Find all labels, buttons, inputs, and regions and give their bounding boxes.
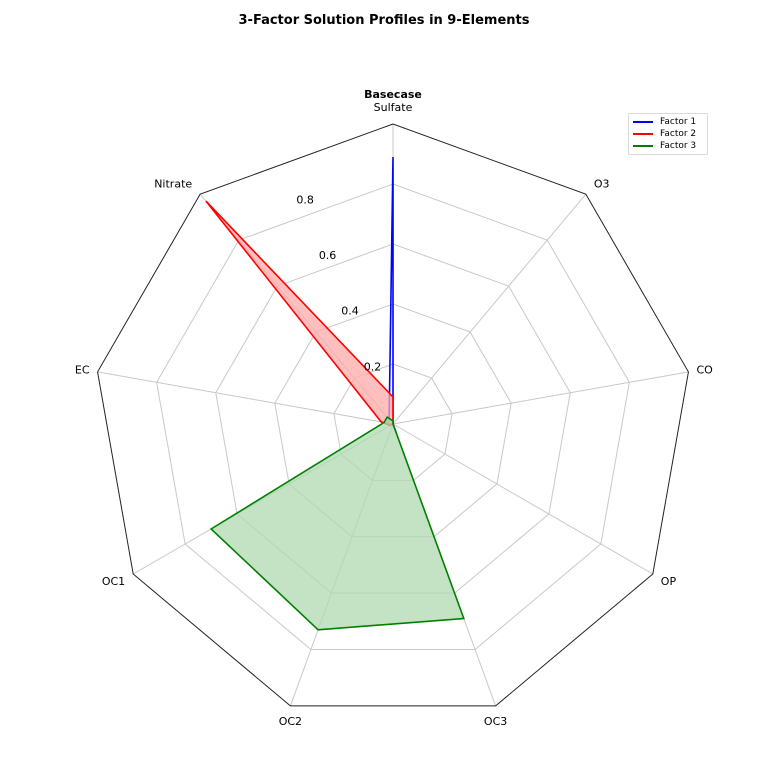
legend-item-factor-2: Factor 2 bbox=[633, 128, 703, 140]
axis-label-co: CO bbox=[696, 363, 713, 376]
outer-frame bbox=[97, 123, 689, 707]
legend-swatch-icon bbox=[633, 145, 653, 147]
series-2-polygon bbox=[205, 200, 394, 427]
chart-subtitle: Basecase bbox=[364, 88, 422, 101]
grid-spoke bbox=[97, 371, 394, 425]
r-tick-label: 0.2 bbox=[364, 360, 382, 373]
legend-label: Factor 2 bbox=[660, 129, 697, 139]
tick-labels: 0.2 0.4 0.6 0.8 bbox=[296, 193, 381, 373]
axis-label-op: OP bbox=[661, 575, 677, 588]
grid-spoke bbox=[392, 423, 654, 575]
legend-label: Factor 3 bbox=[660, 141, 697, 151]
axis-label-nitrate: Nitrate bbox=[154, 177, 192, 190]
legend-label: Factor 1 bbox=[660, 117, 697, 127]
axis-label-o3: O3 bbox=[594, 177, 610, 190]
axis-label-oc2: OC2 bbox=[279, 715, 302, 728]
grid-spoke bbox=[392, 371, 689, 425]
grid-spoke bbox=[392, 193, 587, 425]
legend-item-factor-1: Factor 1 bbox=[633, 116, 703, 128]
axis-labels: Sulfate Nitrate EC OC1 OC2 OC3 OP CO O3 bbox=[75, 101, 713, 728]
legend-swatch-icon bbox=[633, 121, 653, 123]
radar-series bbox=[205, 156, 465, 631]
grid-ring bbox=[156, 183, 630, 651]
series-3-polygon bbox=[209, 415, 465, 631]
r-tick-label: 0.8 bbox=[296, 193, 314, 206]
axis-label-sulfate: Sulfate bbox=[374, 101, 413, 114]
legend-item-factor-3: Factor 3 bbox=[633, 140, 703, 152]
legend: Factor 1 Factor 2 Factor 3 bbox=[628, 113, 708, 155]
legend-swatch-icon bbox=[633, 133, 653, 135]
r-tick-label: 0.6 bbox=[319, 249, 337, 262]
axis-label-ec: EC bbox=[75, 363, 90, 376]
chart-title: 3-Factor Solution Profiles in 9-Elements bbox=[238, 13, 530, 28]
axis-label-oc3: OC3 bbox=[484, 715, 507, 728]
r-tick-label: 0.4 bbox=[341, 305, 359, 318]
axis-label-oc1: OC1 bbox=[102, 575, 125, 588]
